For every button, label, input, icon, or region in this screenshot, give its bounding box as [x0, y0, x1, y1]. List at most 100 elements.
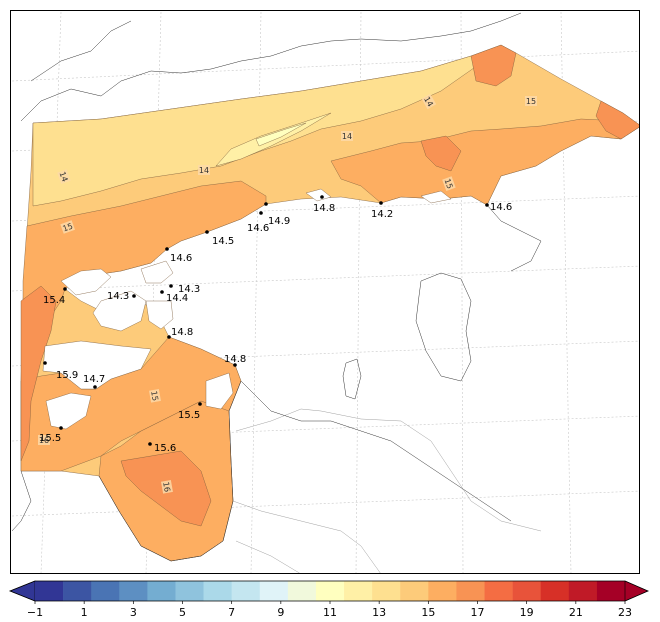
colorbar-tick-label: 9 — [277, 606, 284, 619]
isotherm-region-14 — [32, 55, 482, 207]
colorbar-cell — [287, 581, 317, 601]
svg-text:15: 15 — [442, 178, 454, 191]
island — [420, 190, 452, 204]
colorbar-cell — [91, 581, 120, 601]
colorbar-tick-label: 21 — [569, 606, 583, 619]
contour-labels: 14 15 14 14 14 15 15 15 16 16 — [38, 93, 537, 494]
colorbar-tick-label: 15 — [421, 606, 435, 619]
colorbar-min-arrow — [9, 580, 36, 602]
island — [305, 188, 332, 202]
colorbar-cell — [203, 581, 232, 601]
svg-text:14: 14 — [422, 95, 435, 108]
contour-label: 14 — [198, 165, 210, 175]
colorbar-cell — [456, 581, 485, 601]
station-marker — [198, 402, 202, 406]
station-marker — [59, 426, 63, 430]
colorbar-cell — [596, 581, 626, 601]
station-value: 15.5 — [178, 410, 200, 421]
station-marker — [132, 294, 136, 298]
colorbar-cell — [568, 581, 598, 601]
contour-label: 15 — [442, 176, 456, 192]
station-value: 14.8 — [171, 327, 193, 338]
contour-label: 15 — [149, 389, 161, 403]
colorbar-ticks: −1 1 3 5 7 9 11 13 15 17 19 21 23 — [27, 601, 632, 619]
isotherm-region-17d — [595, 100, 639, 140]
station-marker — [43, 361, 47, 365]
svg-text:14: 14 — [57, 171, 69, 184]
station-value: 14.8 — [313, 203, 335, 214]
isotherm-region-12 — [255, 122, 307, 147]
island — [42, 340, 152, 390]
station-value: 14.3 — [178, 284, 200, 295]
station-value: 15.5 — [39, 433, 61, 444]
contour-label: 16 — [161, 480, 173, 494]
colorbar-cell — [344, 581, 373, 601]
svg-text:15: 15 — [62, 222, 75, 234]
sea-temperature-field — [20, 44, 639, 562]
station-value: 14.3 — [107, 291, 129, 302]
station-marker — [233, 363, 237, 367]
isotherm-region-16b — [330, 118, 639, 206]
stations: 14.614.214.814.914.614.514.614.314.414.3… — [39, 195, 512, 454]
colorbar-tick-label: 3 — [130, 606, 137, 619]
island — [45, 392, 92, 430]
contour-label: 15 — [525, 96, 537, 106]
station-value: 15.9 — [56, 370, 78, 381]
station-marker — [63, 287, 67, 291]
station-value: 14.4 — [166, 293, 188, 304]
colorbar-tick-label: 13 — [372, 606, 386, 619]
contour-label: 14 — [57, 169, 71, 185]
colorbar-tick-label: 1 — [81, 606, 88, 619]
colorbar-cell — [119, 581, 148, 601]
colorbar-cell — [315, 581, 345, 601]
svg-text:16: 16 — [39, 436, 49, 445]
colorbar-max-arrow — [624, 580, 649, 602]
map-panel: 14 15 14 14 14 15 15 15 16 16 14.6 14.2 14.8 14.9 14.… — [10, 10, 640, 574]
station-marker — [160, 290, 164, 294]
station-marker — [259, 211, 263, 215]
colorbar-cell — [259, 581, 289, 601]
colorbar-cell — [484, 581, 513, 601]
colorbar-tick-label: 19 — [520, 606, 534, 619]
colorbar-tick-label: 17 — [471, 606, 485, 619]
colorbar-cell — [63, 581, 92, 601]
contour-label: 16 — [38, 435, 50, 445]
station-marker — [93, 385, 97, 389]
station-value: 14.6 — [170, 253, 192, 264]
station-marker — [148, 442, 152, 446]
station-marker — [379, 201, 383, 205]
colorbar-cell — [512, 581, 542, 601]
colorbar-cell — [175, 581, 204, 601]
station-value: 15.6 — [154, 443, 176, 454]
island — [205, 372, 234, 410]
station-marker — [320, 195, 324, 199]
colorbar-cell — [147, 581, 176, 601]
svg-text:14: 14 — [342, 132, 352, 141]
island — [145, 300, 174, 330]
station-value: 14.5 — [212, 236, 234, 247]
station-value: 14.9 — [268, 216, 290, 227]
isotherm-region-17a — [20, 285, 57, 462]
contour-label: 14 — [341, 131, 353, 141]
colorbar-cell — [231, 581, 261, 601]
station-value: 14.6 — [490, 202, 512, 213]
island — [140, 260, 174, 284]
station-marker — [169, 284, 173, 288]
svg-text:16: 16 — [161, 481, 172, 493]
station-value: 14.6 — [247, 223, 269, 234]
colorbar-cell — [400, 581, 429, 601]
colorbar-cells — [9, 580, 649, 602]
colorbar-tick-label: 23 — [618, 606, 632, 619]
station-marker — [165, 247, 169, 251]
colorbar-tick-label: −1 — [27, 606, 43, 619]
svg-text:15: 15 — [149, 390, 160, 402]
contour-label: 14 — [421, 93, 437, 110]
island — [60, 268, 112, 296]
station-value: 15.4 — [43, 295, 65, 306]
station-value: 14.2 — [371, 209, 393, 220]
svg-text:14: 14 — [199, 166, 209, 175]
station-marker — [167, 335, 171, 339]
coastlines — [12, 12, 542, 562]
colorbar-cell — [372, 581, 401, 601]
